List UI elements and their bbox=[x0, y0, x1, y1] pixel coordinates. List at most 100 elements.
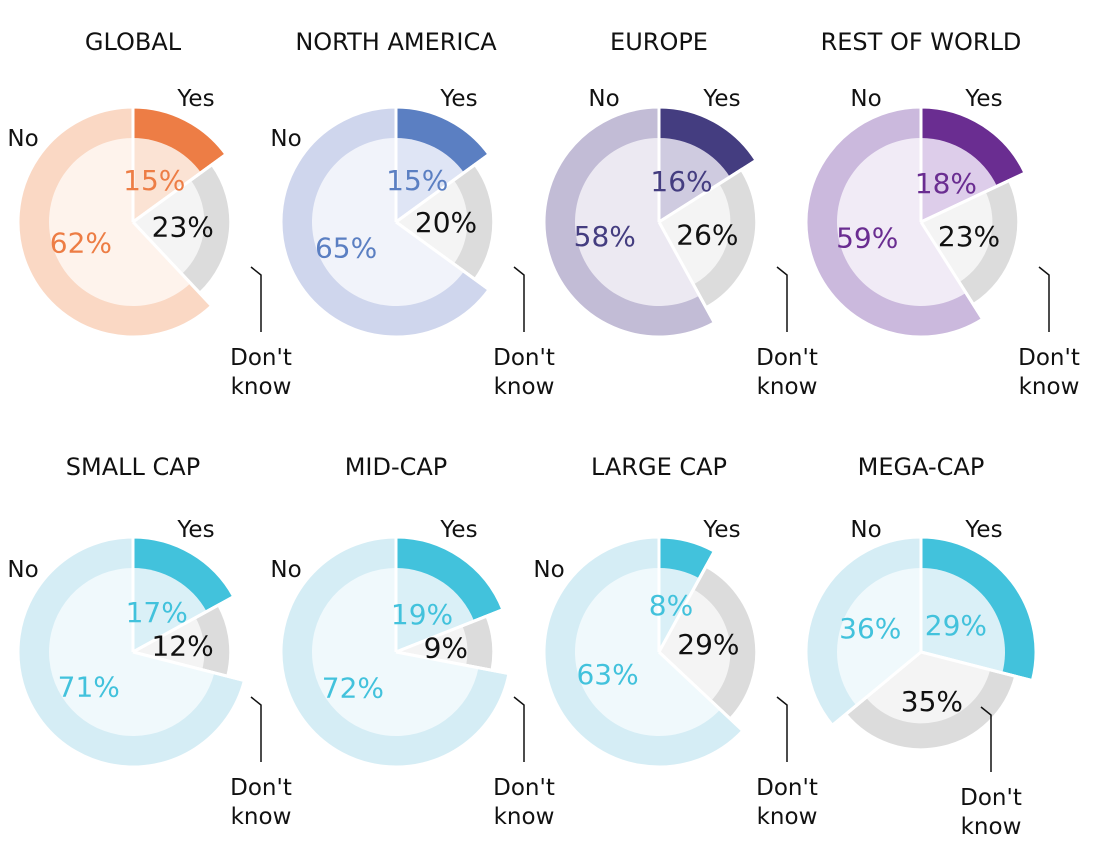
slice-dont-know-inner bbox=[396, 180, 468, 264]
slice-dont-know-inner bbox=[659, 183, 731, 285]
slice-no-inner bbox=[574, 568, 721, 736]
donut-europe: EUROPE 16% 26% 58% Yes No Don't know bbox=[542, 28, 818, 400]
data-label-yes: 18% bbox=[915, 167, 977, 200]
category-label-yes: Yes bbox=[702, 86, 740, 112]
category-label-dont-know: Don't bbox=[493, 345, 555, 371]
donut-global: GLOBAL 15% 23% 62% Yes No Don't know bbox=[7, 28, 291, 400]
slice-dont-know-inner bbox=[659, 589, 731, 701]
slice-separator bbox=[132, 594, 237, 654]
leader-line-dont-know bbox=[250, 266, 262, 332]
data-label-dont-know: 23% bbox=[938, 220, 1000, 253]
category-label-dont-know-line2: know bbox=[1019, 374, 1080, 400]
slice-no-inner bbox=[48, 138, 191, 306]
slice-dont-know-inner bbox=[133, 617, 205, 670]
category-label-dont-know: Don't bbox=[230, 345, 292, 371]
category-label-no: No bbox=[850, 86, 881, 112]
donut-north-america: NORTH AMERICA 15% 20% 65% Yes No Don't know bbox=[270, 28, 554, 400]
category-label-no: No bbox=[270, 126, 301, 152]
chart-title: SMALL CAP bbox=[66, 453, 200, 481]
slice-separator bbox=[132, 152, 229, 224]
category-label-yes: Yes bbox=[439, 517, 477, 543]
slice-yes-inner bbox=[396, 568, 475, 652]
leader-line-dont-know bbox=[513, 266, 525, 332]
data-label-yes: 8% bbox=[649, 589, 693, 622]
data-label-dont-know: 35% bbox=[901, 685, 963, 718]
category-label-no: No bbox=[7, 557, 38, 583]
slice-dont-know-inner bbox=[865, 652, 991, 724]
category-label-yes: Yes bbox=[964, 517, 1002, 543]
slice-separator bbox=[657, 548, 717, 653]
slice-yes-inner bbox=[133, 138, 201, 222]
slice-separator bbox=[395, 152, 492, 224]
slice-no-inner bbox=[311, 138, 464, 306]
category-label-dont-know: Don't bbox=[493, 775, 555, 801]
data-label-yes: 15% bbox=[123, 164, 185, 197]
slice-separator bbox=[395, 607, 506, 654]
slice-separator bbox=[829, 650, 922, 728]
donut-rest-of-world: REST OF WORLD 18% 23% 59% Yes No Don't know bbox=[804, 28, 1080, 400]
category-label-no: No bbox=[850, 517, 881, 543]
chart-title: MEGA-CAP bbox=[858, 453, 985, 481]
category-label-yes: Yes bbox=[702, 517, 740, 543]
data-label-yes: 16% bbox=[650, 165, 712, 198]
data-label-no: 58% bbox=[574, 220, 636, 253]
data-label-dont-know: 23% bbox=[152, 211, 214, 244]
slice-yes-inner bbox=[921, 568, 1005, 673]
category-label-dont-know: Don't bbox=[756, 345, 818, 371]
slice-separator bbox=[919, 221, 985, 322]
slice-yes-inner bbox=[659, 138, 730, 222]
donut-small-cap: SMALL CAP 17%12% 71% Yes No Don't know bbox=[7, 453, 291, 830]
category-label-no: No bbox=[533, 557, 564, 583]
data-label-no: 71% bbox=[58, 670, 120, 703]
chart-title: GLOBAL bbox=[85, 28, 182, 56]
donut-mega-cap: MEGA-CAP 29% 35% 36% Yes No Don't know bbox=[804, 453, 1038, 840]
category-label-no: No bbox=[7, 126, 38, 152]
donut-mid-cap: MID-CAP 19%9% 72% Yes No Don't know bbox=[270, 453, 554, 830]
data-label-yes: 15% bbox=[386, 164, 448, 197]
data-label-no: 62% bbox=[50, 227, 112, 260]
category-label-dont-know-line2: know bbox=[494, 374, 555, 400]
slice-separator bbox=[920, 170, 1028, 224]
category-label-dont-know-line2: know bbox=[231, 804, 292, 830]
chart-title: REST OF WORLD bbox=[821, 28, 1022, 56]
leader-line-dont-know bbox=[250, 696, 262, 762]
slice-separator bbox=[395, 650, 512, 676]
data-label-no: 36% bbox=[839, 612, 901, 645]
slice-separator bbox=[657, 650, 746, 734]
slice-yes-inner bbox=[396, 138, 464, 222]
data-label-yes: 29% bbox=[925, 609, 987, 642]
data-label-no: 72% bbox=[322, 672, 384, 705]
data-label-no: 63% bbox=[576, 658, 638, 691]
category-label-no: No bbox=[588, 86, 619, 112]
category-label-dont-know: Don't bbox=[230, 775, 292, 801]
category-label-yes: Yes bbox=[176, 517, 214, 543]
data-label-dont-know: 29% bbox=[677, 628, 739, 661]
data-label-yes: 19% bbox=[391, 598, 453, 631]
category-label-yes: Yes bbox=[964, 86, 1002, 112]
slice-no-inner bbox=[836, 138, 967, 306]
data-label-dont-know: 9% bbox=[424, 631, 468, 664]
data-label-dont-know: 12% bbox=[151, 630, 213, 663]
category-label-dont-know-line2: know bbox=[757, 804, 818, 830]
leader-line-dont-know bbox=[980, 706, 992, 772]
slice-separator bbox=[658, 158, 759, 224]
chart-title: NORTH AMERICA bbox=[295, 28, 497, 56]
data-label-dont-know: 26% bbox=[676, 218, 738, 251]
data-label-no: 65% bbox=[315, 231, 377, 264]
category-label-yes: Yes bbox=[176, 86, 214, 112]
donut-large-cap: LARGE CAP 8% 29% 63% Yes No Don't know bbox=[533, 453, 817, 830]
category-label-yes: Yes bbox=[439, 86, 477, 112]
category-label-dont-know: Don't bbox=[1018, 345, 1080, 371]
data-label-no: 59% bbox=[836, 222, 898, 255]
slice-separator bbox=[920, 650, 1035, 683]
slice-separator bbox=[131, 220, 215, 309]
data-label-dont-know: 20% bbox=[415, 206, 477, 239]
leader-line-dont-know bbox=[1038, 266, 1050, 332]
category-label-dont-know-line2: know bbox=[494, 804, 555, 830]
chart-title: EUROPE bbox=[610, 28, 708, 56]
slice-no-inner bbox=[575, 138, 700, 306]
leader-line-dont-know bbox=[513, 696, 525, 762]
slice-dont-know-inner bbox=[396, 625, 468, 666]
leader-line-dont-know bbox=[776, 266, 788, 332]
